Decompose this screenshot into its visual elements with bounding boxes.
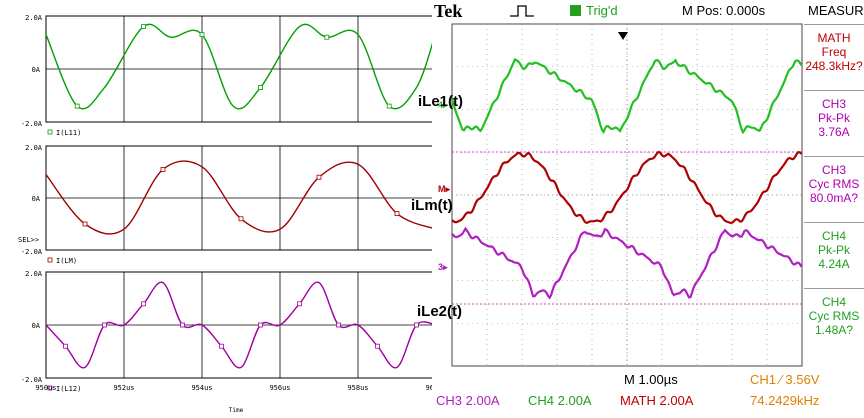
math-scale: MATH 2.00A — [620, 393, 694, 408]
data-point-marker — [63, 343, 68, 349]
channel-marker: M▸ — [438, 184, 450, 194]
trigger-setting: CH1 ∕ 3.56V — [750, 372, 820, 387]
measure-item[interactable]: CH4 Pk-Pk 4.24A — [804, 222, 864, 286]
ch3-waveform-ile2 — [451, 226, 803, 300]
data-point-marker — [258, 85, 263, 90]
simulation-svg: 2.0A 0A -2.0A I(L11) 2.0A 0A -2.0A I(LM) 2.0A 0A -… — [18, 14, 447, 414]
y-tick-label: -2.0A — [21, 120, 43, 128]
x-tick-label: 958us — [347, 384, 368, 392]
data-point-marker — [414, 322, 419, 328]
data-point-marker — [386, 103, 392, 109]
data-point-marker — [324, 34, 330, 40]
scope-graticule-svg: 4▸ M▸ 3▸ — [438, 23, 803, 367]
measure-line1: CH3 — [821, 163, 846, 177]
x-tick-label: 956us — [269, 384, 290, 392]
m-position: M Pos: 0.000s — [682, 3, 766, 18]
data-point-marker — [375, 343, 380, 349]
legend-label: I(L11) — [56, 129, 81, 137]
sel-label: SEL>> — [18, 236, 39, 244]
series-il11-line — [45, 23, 437, 110]
measure-value: 1.48A? — [814, 323, 854, 337]
x-axis-title: Time — [229, 407, 244, 414]
data-point-marker — [316, 174, 322, 180]
measure-line2: Pk-Pk — [817, 111, 850, 125]
data-point-marker — [74, 103, 80, 109]
data-point-marker — [336, 322, 341, 328]
series-il12-line — [45, 281, 437, 369]
y-tick-label: -2.0A — [21, 376, 43, 384]
measure-line2: Cyc RMS — [808, 309, 860, 323]
measure-line1: MATH — [817, 31, 851, 45]
trigger-status: Trig'd — [586, 3, 618, 18]
ch4-scale: CH4 2.00A — [528, 393, 592, 408]
legend-marker — [47, 129, 53, 135]
trigger-position-icon — [618, 32, 628, 40]
data-point-marker — [180, 322, 185, 328]
math-waveform-ilm — [451, 150, 803, 225]
measure-value: 248.3kHz? — [805, 59, 863, 73]
measure-value: 3.76A — [818, 125, 850, 139]
legend-marker — [47, 385, 53, 391]
measure-line2: Freq — [821, 45, 847, 59]
measure-line2: Pk-Pk — [817, 243, 850, 257]
data-point-marker — [238, 216, 244, 222]
data-point-marker — [219, 343, 224, 349]
measure-line1: CH4 — [821, 229, 846, 243]
x-tick-label: 952us — [113, 384, 134, 392]
measure-line2: Cyc RMS — [808, 177, 860, 191]
annotation-ile1: iLe1(t) — [418, 93, 463, 110]
data-point-marker — [258, 322, 263, 328]
annotation-ile2: iLe2(t) — [417, 303, 462, 320]
acquisition-icon — [510, 5, 534, 17]
simulation-plots: 2.0A 0A -2.0A I(L11) 2.0A 0A -2.0A I(LM) 2.0A 0A -… — [18, 14, 447, 414]
legend-label: I(LM) — [56, 257, 77, 265]
measure-item[interactable]: CH3 Cyc RMS 80.0mA? — [804, 156, 864, 220]
y-tick-label: 0A — [32, 66, 41, 74]
data-point-marker — [199, 32, 205, 37]
series-ilm-line — [45, 160, 437, 235]
tek-brand: Tek — [434, 1, 463, 21]
data-point-marker — [102, 322, 107, 328]
measure-item[interactable]: CH4 Cyc RMS 1.48A? — [804, 288, 864, 352]
measure-line1: CH3 — [821, 97, 846, 111]
data-point-marker — [141, 24, 146, 30]
ch4-waveform-ile1 — [450, 57, 803, 135]
y-tick-label: 2.0A — [25, 144, 43, 152]
measure-item[interactable]: MATH Freq 248.3kHz? — [804, 24, 864, 88]
x-tick-label: 954us — [191, 384, 212, 392]
channel-marker: 4▸ — [438, 100, 448, 110]
measure-value: 4.24A — [818, 257, 850, 271]
x-tick-label: 950us — [35, 384, 56, 392]
data-point-marker — [297, 301, 302, 307]
legend-marker — [47, 257, 53, 263]
scope-top-bar: Tek Trig'd M Pos: 0.000s MEASURE — [432, 0, 864, 22]
y-tick-label: 2.0A — [25, 270, 43, 278]
data-point-marker — [394, 211, 400, 217]
y-tick-label: -2.0A — [21, 248, 43, 256]
legend-label: I(L12) — [56, 385, 81, 393]
channel-marker: 3▸ — [438, 262, 448, 272]
y-tick-label: 2.0A — [25, 14, 43, 22]
measure-item[interactable]: CH3 Pk-Pk 3.76A — [804, 90, 864, 154]
trigger-status-icon — [570, 5, 581, 16]
oscilloscope-screen: Tek Trig'd M Pos: 0.000s MEASURE 4▸M▸3▸ … — [432, 0, 864, 414]
timebase-readout: M 1.00µs — [624, 372, 678, 387]
measure-value: 80.0mA? — [809, 191, 859, 205]
y-tick-label: 0A — [32, 195, 41, 203]
data-point-marker — [82, 221, 88, 227]
trigger-frequency: 74.2429kHz — [750, 393, 820, 408]
y-tick-label: 0A — [32, 322, 41, 330]
data-point-marker — [160, 166, 166, 172]
measure-line1: CH4 — [821, 295, 846, 309]
ch3-scale: CH3 2.00A — [436, 393, 500, 408]
measure-title: MEASURE — [808, 3, 864, 18]
data-point-marker — [141, 301, 146, 307]
annotation-ilm: iLm(t) — [411, 197, 453, 214]
